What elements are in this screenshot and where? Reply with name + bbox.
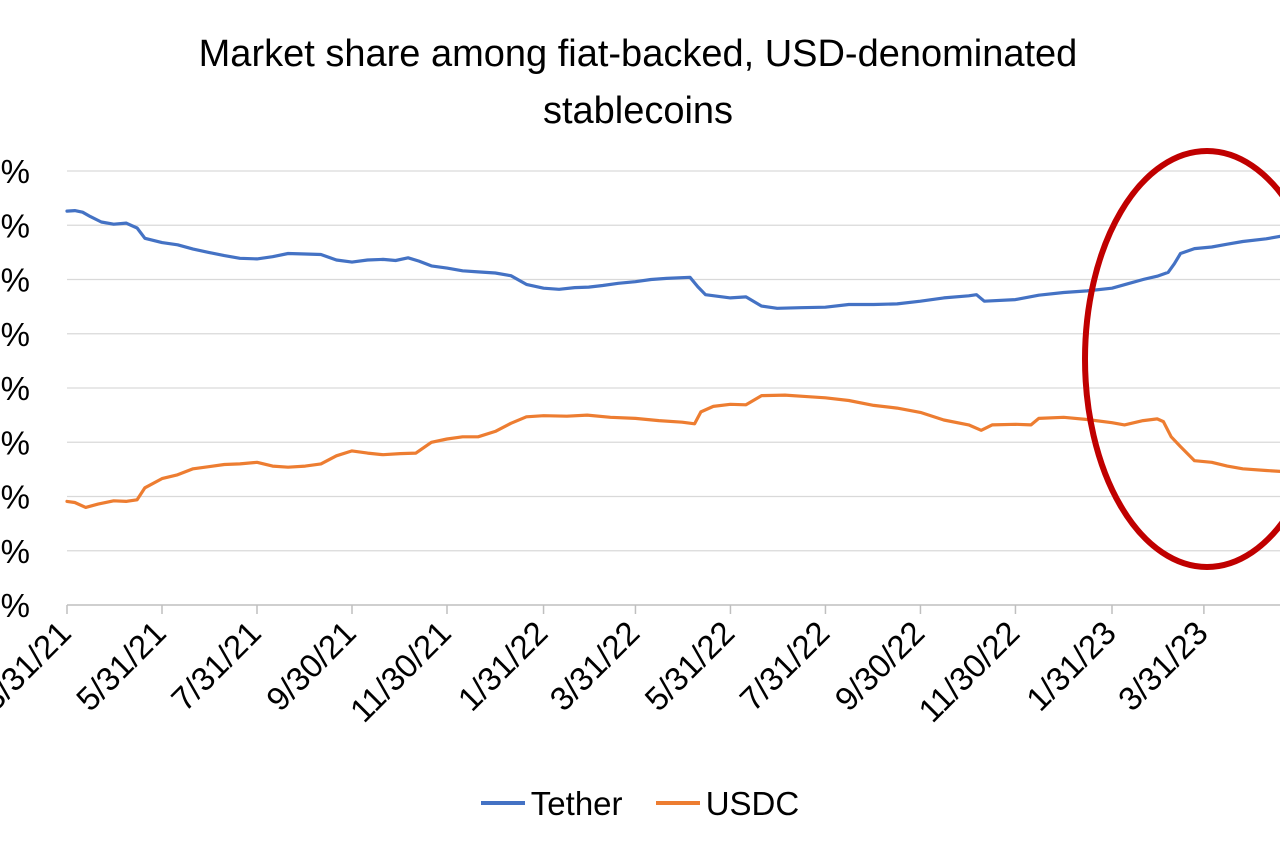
x-tick-label: 1/31/22 xyxy=(450,614,554,718)
y-tick-label: 80% xyxy=(0,153,30,190)
legend: Tether USDC xyxy=(0,782,1280,826)
series-lines xyxy=(65,209,1280,509)
x-tick-label: 3/31/22 xyxy=(542,614,646,718)
legend-swatch-usdc xyxy=(655,801,700,806)
series-line-tether xyxy=(65,209,1280,310)
chart-title-line-2: stablecoins xyxy=(542,90,734,132)
x-tick-label: 5/31/21 xyxy=(69,614,173,718)
y-tick-label: 60% xyxy=(0,262,30,299)
y-tick-label: 70% xyxy=(0,207,30,244)
legend-item-usdc: USDC xyxy=(655,782,800,826)
y-tick-label: 50% xyxy=(0,316,30,353)
x-tick-label: 11/30/21 xyxy=(343,614,458,729)
x-tick-label: 7/31/22 xyxy=(732,614,836,718)
x-tick-label: 3/31/21 xyxy=(0,614,78,718)
legend-item-tether: Tether xyxy=(480,782,623,826)
x-tick-label: 7/31/21 xyxy=(164,614,268,718)
x-tick-label: 11/30/22 xyxy=(911,614,1026,729)
y-tick-label: 10% xyxy=(0,533,30,570)
highlight-ellipse xyxy=(1082,148,1280,570)
series-line-usdc xyxy=(65,393,1280,509)
legend-label-usdc: USDC xyxy=(705,785,800,822)
highlight-annotation xyxy=(1082,148,1280,570)
y-tick-label: 30% xyxy=(0,424,30,461)
x-tick-label: 3/31/23 xyxy=(1111,614,1215,718)
y-tick-label: 40% xyxy=(0,370,30,407)
y-axis-tick-labels: 0% 10% 20% 30% 40% 50% 60% 70% 80% xyxy=(0,153,30,624)
legend-swatch-tether xyxy=(480,801,525,806)
y-tick-label: 20% xyxy=(0,479,30,516)
legend-label-tether: Tether xyxy=(530,785,623,822)
chart-title: Market share among fiat-backed, USD-deno… xyxy=(0,26,1276,140)
x-tick-label: 5/31/22 xyxy=(637,614,741,718)
x-axis: 3/31/215/31/217/31/219/30/2111/30/211/31… xyxy=(0,604,1280,729)
y-tick-label: 0% xyxy=(0,587,30,624)
x-tick-label: 1/31/23 xyxy=(1019,614,1123,718)
gridlines xyxy=(67,170,1280,552)
chart-title-line-1: Market share among fiat-backed, USD-deno… xyxy=(198,33,1078,75)
